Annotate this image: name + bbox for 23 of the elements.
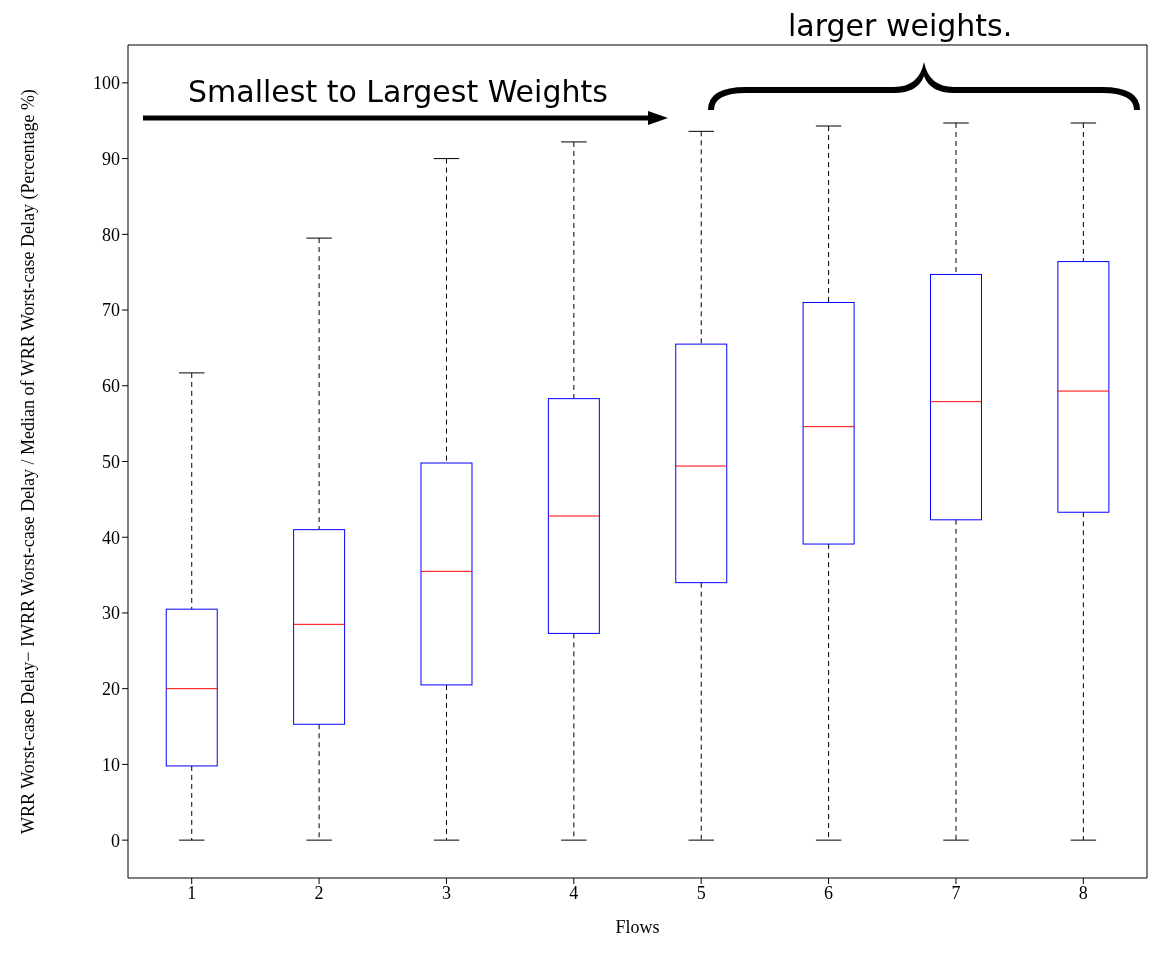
x-tick-label: 6 <box>824 882 834 903</box>
x-tick-label: 4 <box>569 882 579 903</box>
y-tick-label: 20 <box>102 679 120 700</box>
annotation: Smallest to Largest Weights <box>188 74 608 109</box>
x-tick-label: 8 <box>1078 882 1088 903</box>
y-tick-label: 30 <box>102 603 120 624</box>
y-tick-label: 70 <box>102 300 120 321</box>
y-tick-label: 40 <box>102 527 120 548</box>
x-tick-label: 7 <box>951 882 961 903</box>
y-axis-title: WRR Worst-case Delay− IWRR Worst-case Delay / Median of WRR Worst-case Delay (Percentage %) <box>18 89 40 834</box>
x-tick-label: 5 <box>696 882 706 903</box>
y-tick-label: 90 <box>102 148 120 169</box>
text: larger weights. <box>788 8 1013 43</box>
x-axis-title: Flows <box>615 917 660 937</box>
x-tick-label: 1 <box>187 882 197 903</box>
y-tick-label: 100 <box>93 73 120 94</box>
x-tick-label: 3 <box>441 882 451 903</box>
y-tick-label: 0 <box>111 830 120 851</box>
y-tick-label: 50 <box>102 451 120 472</box>
y-tick-label: 80 <box>102 224 120 245</box>
y-tick-label: 10 <box>102 754 120 775</box>
x-tick-label: 2 <box>314 882 324 903</box>
y-tick-label: 60 <box>102 376 120 397</box>
